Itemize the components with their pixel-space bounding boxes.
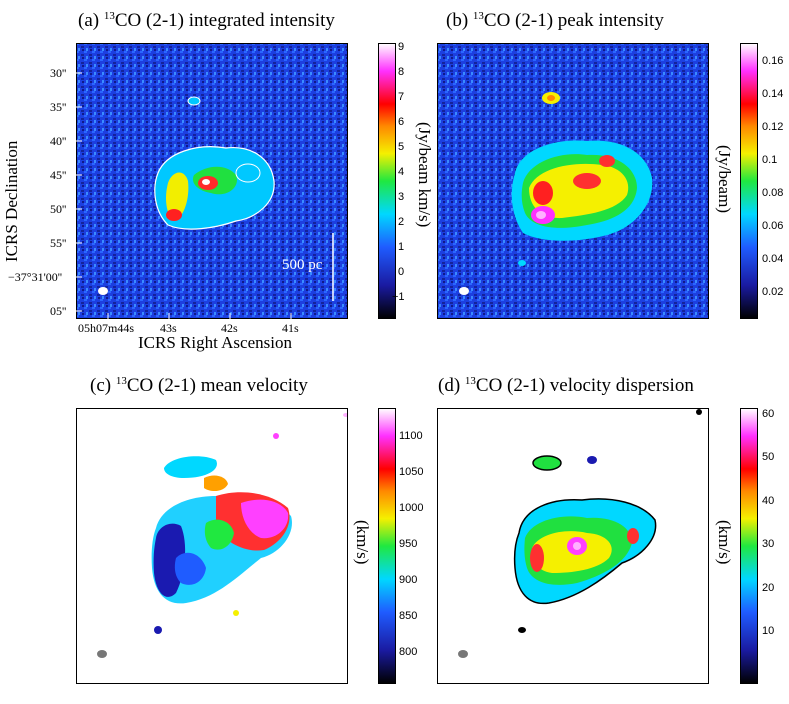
panel-c-title: (c) 13CO (2-1) mean velocity (90, 375, 308, 396)
colorbar-tick: 9 (398, 41, 405, 53)
dec-tick: 50'' (50, 202, 67, 216)
colorbar-tick: 0.08 (762, 187, 784, 199)
colorbar-tick: −1 (392, 291, 405, 303)
colorbar-tick: 0.12 (762, 121, 784, 133)
emission-region-b (511, 92, 653, 266)
dec-tick: 55'' (50, 236, 67, 250)
colorbar-d-label: (km/s) (715, 520, 734, 565)
beam-ellipse (98, 287, 108, 295)
panel-d-title: (d) 13CO (2-1) velocity dispersion (438, 375, 694, 396)
scalebar-label: 500 pc (282, 257, 323, 273)
colorbar-tick: 8 (398, 66, 405, 78)
colorbar-tick: 1100 (399, 430, 423, 442)
colorbar-tick: 60 (762, 408, 775, 420)
colorbar-tick: 800 (399, 646, 418, 658)
x-axis-label: ICRS Right Ascension (138, 333, 292, 352)
colorbar-tick: 3 (398, 191, 405, 203)
colorbar-tick: 900 (399, 574, 418, 586)
colorbar-a (378, 43, 396, 319)
colorbar-tick: 1050 (399, 466, 424, 478)
colorbar-tick: 20 (762, 582, 775, 594)
colorbar-b (740, 43, 758, 319)
colorbar-tick: 950 (399, 538, 418, 550)
ra-tick: 05h07m44s (78, 321, 135, 335)
colorbar-tick: 0.16 (762, 55, 784, 67)
dec-tick: 40'' (50, 134, 67, 148)
y-axis-label: ICRS Declination (2, 140, 21, 262)
colorbar-tick: 0.04 (762, 253, 784, 265)
panel-a-map (76, 43, 348, 319)
ra-tick: 43s (160, 321, 177, 335)
colorbar-tick: 7 (398, 91, 405, 103)
dec-tick: −37°31'00'' (8, 270, 63, 284)
colorbar-tick: 30 (762, 538, 775, 550)
panel-a-title: (a) 13CO (2-1) integrated intensity (78, 10, 335, 31)
colorbar-c (378, 408, 396, 684)
colorbar-tick: 1000 (399, 502, 424, 514)
emission-region-d (513, 409, 702, 633)
colorbar-a-label: (Jy/beam km/s) (415, 122, 434, 228)
colorbar-tick: 5 (398, 141, 405, 153)
colorbar-c-label: (km/s) (353, 520, 372, 565)
colorbar-tick: 0 (398, 266, 405, 278)
colorbar-tick: 1 (398, 241, 405, 253)
colorbar-tick: 2 (398, 216, 405, 228)
dec-tick: 30'' (50, 66, 67, 80)
colorbar-tick: 6 (398, 116, 405, 128)
colorbar-tick: 4 (398, 166, 405, 178)
colorbar-tick: 40 (762, 495, 775, 507)
colorbar-tick: 850 (399, 610, 418, 622)
ra-tick: 42s (221, 321, 238, 335)
emission-region-c (151, 413, 348, 634)
panel-b-map (437, 43, 709, 319)
colorbar-tick: 50 (762, 451, 775, 463)
dec-tick: 45'' (50, 168, 67, 182)
ra-tick: 41s (282, 321, 299, 335)
panel-c-map (76, 408, 348, 684)
colorbar-tick: 10 (762, 625, 775, 637)
colorbar-tick: 0.1 (762, 154, 778, 166)
panel-d-map (437, 408, 709, 684)
colorbar-b-label: (Jy/beam) (715, 145, 734, 213)
colorbar-tick: 0.14 (762, 88, 784, 100)
colorbar-tick: 0.02 (762, 286, 784, 298)
emission-region-a (154, 96, 275, 230)
colorbar-d (740, 408, 758, 684)
dec-tick: 35'' (50, 100, 67, 114)
colorbar-tick: 0.06 (762, 220, 784, 232)
panel-b-title: (b) 13CO (2-1) peak intensity (446, 10, 664, 31)
dec-tick: 05'' (50, 304, 67, 318)
